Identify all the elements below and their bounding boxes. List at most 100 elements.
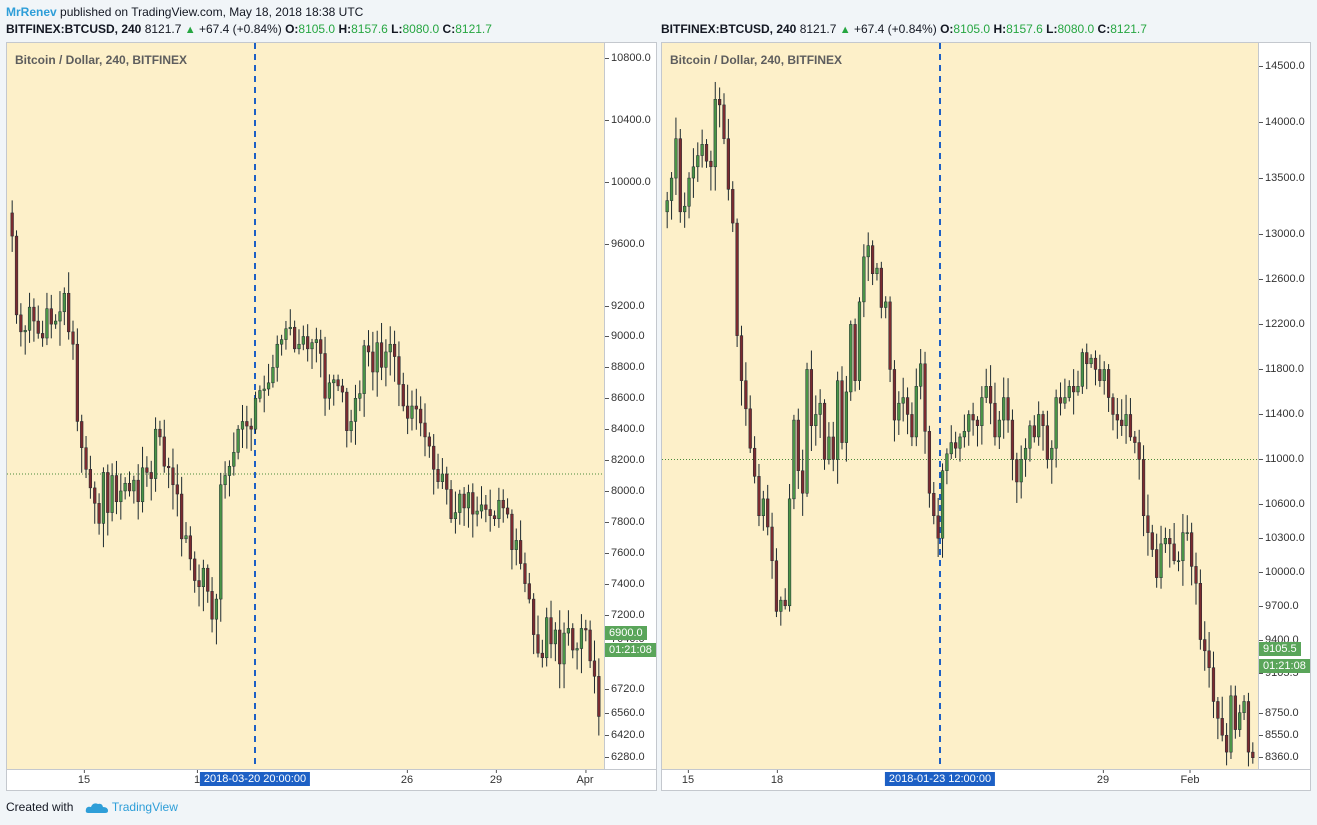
candle-body xyxy=(93,487,97,504)
y-tick-label: 7800.0 xyxy=(605,515,645,528)
plot-area-left[interactable]: Bitcoin / Dollar, 240, BITFINEX xyxy=(7,43,604,769)
candle-body xyxy=(223,475,227,486)
candle-body xyxy=(145,467,149,473)
candle-body xyxy=(1159,543,1163,578)
time-axis-left[interactable]: 15 1 26 29 Apr 2018-03-20 20:00:00 xyxy=(7,769,656,790)
candle-body xyxy=(1172,543,1176,562)
low-label: L: xyxy=(391,22,403,36)
candle-body xyxy=(704,144,709,162)
candle-body xyxy=(914,386,918,438)
chart-panel-left[interactable]: Bitcoin / Dollar, 240, BITFINEX 10800.0 1… xyxy=(6,42,657,791)
candle-body xyxy=(545,617,549,659)
candle-body xyxy=(923,363,927,432)
price-change: +67.4 (+0.84%) xyxy=(853,22,937,36)
x-tick-label: 29 xyxy=(1096,770,1110,786)
candle-body xyxy=(910,414,914,438)
publish-line: MrRenev published on TradingView.com, Ma… xyxy=(6,5,363,19)
candle-body xyxy=(575,648,579,651)
tradingview-link[interactable]: TradingView xyxy=(85,800,178,814)
last-price-tag: 9105.5 xyxy=(1259,642,1301,656)
candle-body xyxy=(984,386,988,398)
candle-body xyxy=(288,326,292,330)
candle-body xyxy=(1045,425,1050,460)
up-arrow-icon: ▲ xyxy=(184,24,196,36)
candle-body xyxy=(436,469,440,482)
candle-body xyxy=(19,314,23,333)
candle-body xyxy=(744,380,748,410)
candle-body xyxy=(870,245,875,274)
y-tick-label: 6420.0 xyxy=(605,729,645,742)
candle-body xyxy=(713,99,717,168)
candle-body xyxy=(1220,718,1224,736)
chart-panel-right[interactable]: Bitcoin / Dollar, 240, BITFINEX 14500.0 1… xyxy=(661,42,1311,791)
candle-body xyxy=(314,339,318,343)
candle-body xyxy=(1010,419,1015,460)
candle-body xyxy=(1098,369,1102,381)
author-link[interactable]: MrRenev xyxy=(6,5,57,19)
candle-body xyxy=(1089,357,1093,365)
candle-body xyxy=(1176,560,1181,563)
candle-body xyxy=(1019,459,1023,483)
candle-body xyxy=(905,397,910,415)
candle-body xyxy=(962,431,966,438)
candle-body xyxy=(110,475,114,513)
candle-body xyxy=(1002,397,1006,421)
open-value: 8105.0 xyxy=(298,22,336,36)
candle-body xyxy=(805,369,809,494)
candle-body xyxy=(397,356,401,385)
x-tick-label: 26 xyxy=(400,770,414,786)
candle-body xyxy=(945,453,949,471)
candle-body xyxy=(284,328,288,340)
candle-body xyxy=(1203,639,1207,652)
y-tick-label: 10800.0 xyxy=(605,52,651,65)
price-axis-right[interactable]: 14500.0 14000.0 13500.0 13000.0 12600.0 12200… xyxy=(1258,43,1310,769)
candle-body xyxy=(419,408,423,424)
candle-body xyxy=(336,379,340,387)
y-tick-label: 7200.0 xyxy=(605,608,645,621)
x-tick-label: 18 xyxy=(770,770,784,786)
candle-body xyxy=(752,447,757,477)
candle-body xyxy=(406,405,410,419)
candle-body xyxy=(1006,397,1010,421)
candle-body xyxy=(301,336,305,345)
candle-body xyxy=(71,331,75,345)
candle-body xyxy=(1015,459,1019,483)
candle-body xyxy=(410,405,414,419)
candle-body xyxy=(123,482,127,492)
y-tick-label: 8750.0 xyxy=(1259,706,1299,719)
candle-body xyxy=(1054,397,1058,449)
created-with-text: Created with xyxy=(6,800,74,814)
candle-body xyxy=(127,482,132,492)
candle-body xyxy=(10,212,14,237)
candle-body xyxy=(1106,369,1111,398)
candle-body xyxy=(840,380,844,443)
candle-body xyxy=(327,382,331,399)
candle-body xyxy=(927,431,932,494)
candle-body xyxy=(1185,532,1189,534)
candle-body xyxy=(967,414,971,432)
chart-title-left: Bitcoin / Dollar, 240, BITFINEX xyxy=(15,53,188,67)
candle-body xyxy=(562,632,566,665)
candle-body xyxy=(379,342,384,368)
candle-body xyxy=(471,492,475,515)
candlestick-chart-right[interactable] xyxy=(662,43,1258,769)
candle-body xyxy=(97,503,101,524)
y-tick-label: 6280.0 xyxy=(605,750,645,763)
price-axis-left[interactable]: 10800.0 10400.0 10000.0 9600.0 9200.0 9000.0 8… xyxy=(604,43,656,769)
candle-body xyxy=(579,628,584,649)
candle-body xyxy=(1058,397,1063,404)
price-change: +67.4 (+0.84%) xyxy=(198,22,282,36)
candle-body xyxy=(687,177,691,207)
tradingview-brand: TradingView xyxy=(111,800,178,814)
tradingview-cloud-icon xyxy=(85,803,108,813)
candle-body xyxy=(696,155,700,168)
chart-title-right: Bitcoin / Dollar, 240, BITFINEX xyxy=(670,53,843,67)
candlestick-chart-left[interactable] xyxy=(7,43,604,769)
candle-body xyxy=(236,428,240,453)
time-axis-right[interactable]: 15 18 29 Feb 2018-01-23 12:00:00 xyxy=(662,769,1310,790)
x-tick-label: 15 xyxy=(77,770,91,786)
plot-area-right[interactable]: Bitcoin / Dollar, 240, BITFINEX xyxy=(662,43,1258,769)
candle-body xyxy=(1111,397,1115,415)
candle-body xyxy=(739,335,744,381)
candle-body xyxy=(1181,532,1185,562)
